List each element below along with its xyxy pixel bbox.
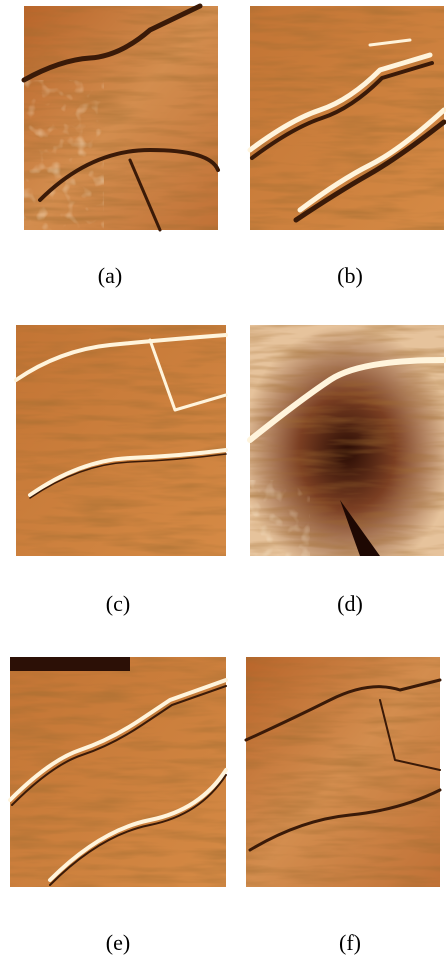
image-c [16, 325, 226, 556]
panel-label: (e) [106, 930, 130, 955]
image-a [24, 6, 218, 230]
image-f [246, 657, 440, 887]
panel-label: (b) [337, 263, 363, 288]
panel-label: (c) [106, 591, 130, 616]
panel-label: (f) [339, 930, 361, 955]
image-e [10, 657, 226, 887]
image-d [250, 325, 444, 556]
panel-label: (d) [337, 591, 363, 616]
figure: (a) (b) (c) (d) (e) [0, 0, 446, 962]
panel-label: (a) [98, 263, 122, 288]
page: (a) (b) (c) (d) (e) [0, 0, 446, 962]
image-b [250, 6, 444, 230]
